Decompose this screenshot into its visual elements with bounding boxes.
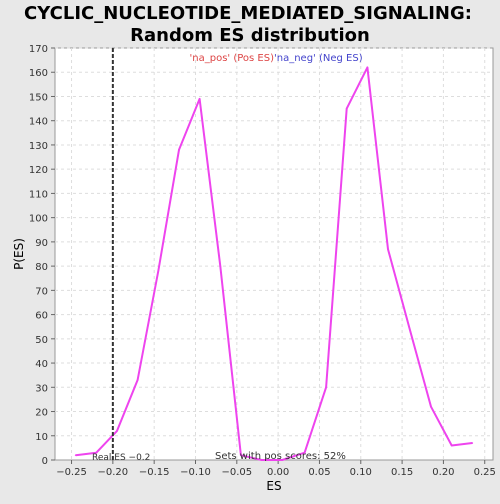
x-tick-label: 0.25 bbox=[474, 467, 496, 478]
y-tick-label: 100 bbox=[29, 214, 48, 225]
x-tick-label: −0.20 bbox=[98, 467, 129, 478]
series bbox=[74, 48, 474, 461]
data-point bbox=[450, 444, 453, 447]
x-tick-label: 0.00 bbox=[267, 467, 289, 478]
y-tick-label: 40 bbox=[35, 359, 48, 370]
y-tick-label: 0 bbox=[42, 456, 48, 467]
data-point bbox=[136, 379, 139, 381]
y-tick-label: 60 bbox=[35, 311, 48, 322]
x-tick-label: −0.05 bbox=[221, 467, 252, 478]
y-tick-label: 20 bbox=[35, 408, 48, 419]
y-tick-label: 130 bbox=[29, 141, 48, 152]
real-es-label: Real ES −0.2 bbox=[92, 453, 150, 463]
data-point bbox=[157, 270, 160, 272]
data-point bbox=[74, 454, 77, 456]
y-tick-label: 70 bbox=[35, 286, 48, 297]
x-tick-label: 0.10 bbox=[350, 467, 372, 478]
data-point bbox=[471, 442, 474, 444]
data-point bbox=[303, 451, 306, 454]
axes: 0 10 20 30 40 50 60 70 80 90 100 110 120 130 140 150 160… bbox=[29, 44, 496, 478]
data-point bbox=[198, 98, 201, 100]
x-tick-label: −0.25 bbox=[56, 467, 87, 478]
y-axis-label: P(ES) bbox=[12, 238, 26, 270]
y-tick-label: 150 bbox=[29, 92, 48, 103]
data-point bbox=[325, 386, 327, 389]
data-point bbox=[430, 405, 432, 408]
annotation-pos-scores: Sets with pos scores: 52% bbox=[215, 451, 346, 462]
plot-area bbox=[54, 47, 494, 461]
y-tick-label: 140 bbox=[29, 117, 48, 128]
y-tick-label: 120 bbox=[29, 165, 48, 176]
y-tick-label: 110 bbox=[29, 189, 48, 200]
chart-subtitle: Random ES distribution bbox=[130, 25, 370, 46]
data-point bbox=[260, 459, 263, 461]
x-axis-label: ES bbox=[266, 479, 281, 493]
x-tick-label: 0.05 bbox=[308, 467, 330, 478]
x-tick-label: 0.15 bbox=[391, 467, 413, 478]
series-line bbox=[75, 66, 473, 461]
y-tick-label: 170 bbox=[29, 44, 48, 55]
x-tick-label: 0.20 bbox=[432, 467, 454, 478]
data-point bbox=[178, 148, 180, 151]
legend-pos: 'na_pos' (Pos ES) bbox=[190, 53, 275, 64]
data-point bbox=[281, 459, 284, 461]
data-point bbox=[116, 430, 118, 432]
y-tick-label: 80 bbox=[35, 262, 48, 273]
chart-title: CYCLIC_NUCLEOTIDE_MEDIATED_SIGNALING: bbox=[24, 3, 472, 24]
y-tick-label: 10 bbox=[35, 432, 48, 443]
data-point bbox=[345, 107, 348, 110]
data-point bbox=[366, 66, 369, 69]
y-tick-label: 90 bbox=[35, 238, 48, 249]
data-point bbox=[95, 451, 98, 454]
legend-neg: 'na_neg' (Neg ES) bbox=[274, 53, 363, 64]
data-point bbox=[387, 248, 389, 250]
data-point bbox=[219, 265, 222, 267]
y-tick-label: 30 bbox=[35, 383, 48, 394]
data-point bbox=[409, 330, 412, 333]
x-tick-label: −0.15 bbox=[139, 467, 170, 478]
data-point bbox=[240, 454, 242, 456]
y-tick-label: 160 bbox=[29, 68, 48, 79]
y-tick-label: 50 bbox=[35, 335, 48, 346]
x-tick-label: −0.10 bbox=[180, 467, 211, 478]
